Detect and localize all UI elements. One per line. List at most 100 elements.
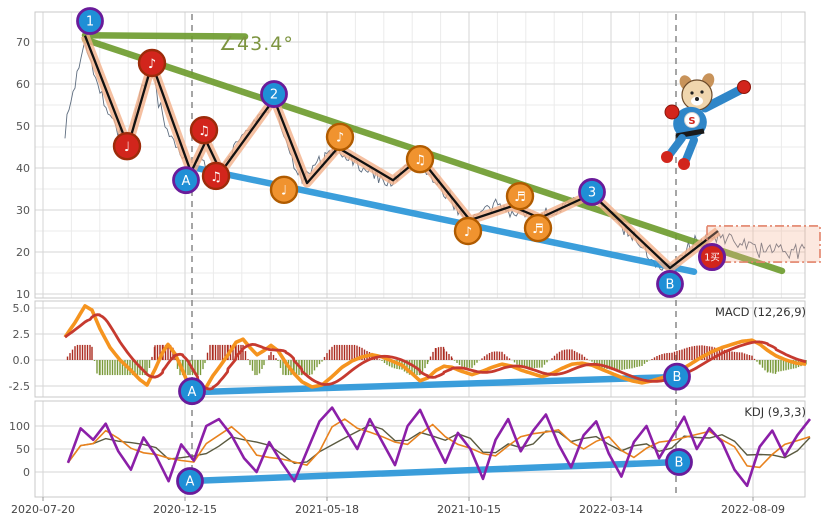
music-note-icon: ♬ <box>532 222 544 237</box>
x-tick-label: 2020-12-15 <box>153 503 217 516</box>
buy-signal-label: 1买 <box>704 253 720 264</box>
swing-marker-2-circle[interactable] <box>260 80 288 108</box>
music-note-icon: ♫ <box>198 124 210 139</box>
kdj-marker-A-circle[interactable] <box>176 467 204 495</box>
mascot-badge-letter: S <box>688 116 695 127</box>
note-marker-orange[interactable]: ♩ <box>269 175 299 205</box>
mascot-glove <box>737 80 751 94</box>
kdj-ytick-label: 100 <box>9 420 30 433</box>
mascot-leg <box>666 134 686 158</box>
swing-marker-3[interactable]: 3 <box>578 178 606 206</box>
music-note-icon: ♪ <box>464 225 472 240</box>
mascot-eye <box>690 91 694 95</box>
mascot-arm <box>700 85 745 113</box>
macd-ytick-label: 5.0 <box>13 302 31 315</box>
kdj-marker-B-label: B <box>675 456 684 471</box>
swing-marker-1-circle[interactable] <box>76 7 104 35</box>
kdj-support-trendline[interactable] <box>186 458 683 485</box>
note-marker-orange-circle[interactable] <box>269 175 299 205</box>
price-ytick-label: 40 <box>16 162 30 175</box>
x-tick-label: 2021-05-18 <box>295 503 359 516</box>
mascot-boot <box>661 151 673 163</box>
swing-marker-3-label: 3 <box>588 186 596 201</box>
kdj-panel-border <box>34 400 806 498</box>
price-marker-B-circle[interactable] <box>656 270 684 298</box>
price-marker-A-label: A <box>182 174 191 189</box>
macd-marker-A-label: A <box>188 385 197 400</box>
kdj-panel-label: KDJ (9,3,3) <box>744 405 806 419</box>
price-marker-B-label: B <box>666 278 675 293</box>
price-ytick-label: 70 <box>16 36 30 49</box>
note-marker-orange-circle[interactable] <box>405 144 435 174</box>
note-marker-orange[interactable]: ♬ <box>505 181 535 211</box>
note-marker-red[interactable]: ♪ <box>137 48 167 78</box>
price-marker-A-circle[interactable] <box>172 166 200 195</box>
kdj-j-line <box>66 406 812 488</box>
price-ytick-label: 60 <box>16 78 30 91</box>
music-note-icon: ♫ <box>414 153 426 168</box>
kdj-marker-B[interactable]: B <box>665 448 693 476</box>
price-marker-B[interactable]: B <box>656 270 684 298</box>
resistance-horizontal-trendline[interactable] <box>81 32 249 40</box>
note-marker-red[interactable]: ♫ <box>189 115 219 145</box>
macd-support-trendline[interactable] <box>188 373 681 396</box>
swing-marker-3-circle[interactable] <box>578 178 606 206</box>
music-note-icon: ♪ <box>336 131 344 146</box>
kdj-k-line <box>67 418 811 469</box>
swing-marker-2-label: 2 <box>270 88 278 103</box>
music-note-icon: ♪ <box>148 57 156 72</box>
swing-marker-1-label: 1 <box>86 15 94 30</box>
kdj-marker-B-circle[interactable] <box>665 448 693 476</box>
superhero-mascot-icon: S <box>661 73 751 170</box>
note-marker-orange[interactable]: ♬ <box>523 213 553 243</box>
note-marker-red-circle[interactable] <box>112 131 142 161</box>
swing-marker-2[interactable]: 2 <box>260 80 288 108</box>
macd-ytick-label: 2.5 <box>13 328 31 341</box>
note-marker-orange[interactable]: ♪ <box>325 122 355 152</box>
macd-marker-A[interactable]: A <box>178 377 206 406</box>
macd-marker-B-label: B <box>673 370 682 385</box>
angle-annotation: ∠43.4° <box>219 33 294 55</box>
note-marker-red[interactable]: ♫ <box>201 161 231 191</box>
x-tick-label: 2020-07-20 <box>11 503 75 516</box>
note-marker-orange-circle[interactable] <box>505 181 535 211</box>
x-tick-label: 2021-10-15 <box>437 503 501 516</box>
macd-marker-A-circle[interactable] <box>178 377 206 406</box>
note-marker-red[interactable]: ♩ <box>112 131 142 161</box>
note-marker-red-circle[interactable] <box>201 161 231 191</box>
price-ytick-label: 30 <box>16 204 30 217</box>
kdj-ytick-label: 50 <box>16 443 30 456</box>
note-marker-orange-circle[interactable] <box>453 216 483 246</box>
macd-marker-B[interactable]: B <box>663 362 691 391</box>
mascot-badge <box>684 112 700 128</box>
mascot-eye <box>700 90 704 94</box>
swing-marker-1[interactable]: 1 <box>76 7 104 35</box>
price-ytick-label: 50 <box>16 120 30 133</box>
kdj-ytick-label: 0 <box>23 466 30 479</box>
note-marker-red-circle[interactable] <box>189 115 219 145</box>
price-panel-border <box>34 11 806 299</box>
music-note-icon: ♫ <box>210 170 222 185</box>
music-note-icon: ♩ <box>124 140 130 155</box>
macd-ytick-label: 0.0 <box>13 354 31 367</box>
note-marker-orange[interactable]: ♫ <box>405 144 435 174</box>
buy-signal-marker[interactable]: 1买 <box>698 243 726 272</box>
mascot-leg <box>682 136 698 164</box>
note-marker-orange[interactable]: ♪ <box>453 216 483 246</box>
macd-ytick-label: -2.5 <box>9 380 30 393</box>
x-tick-label: 2022-03-14 <box>579 503 643 516</box>
mascot-nose <box>695 97 699 101</box>
kdj-marker-A-label: A <box>186 475 195 490</box>
buy-signal-circle[interactable] <box>698 243 726 272</box>
price-marker-A[interactable]: A <box>172 166 200 195</box>
macd-panel-label: MACD (12,26,9) <box>715 305 806 319</box>
note-marker-orange-circle[interactable] <box>523 213 553 243</box>
note-marker-red-circle[interactable] <box>137 48 167 78</box>
note-marker-orange-circle[interactable] <box>325 122 355 152</box>
macd-marker-B-circle[interactable] <box>663 362 691 391</box>
price-ytick-label: 10 <box>16 288 30 301</box>
price-ytick-label: 20 <box>16 246 30 259</box>
kdj-marker-A[interactable]: A <box>176 467 204 495</box>
